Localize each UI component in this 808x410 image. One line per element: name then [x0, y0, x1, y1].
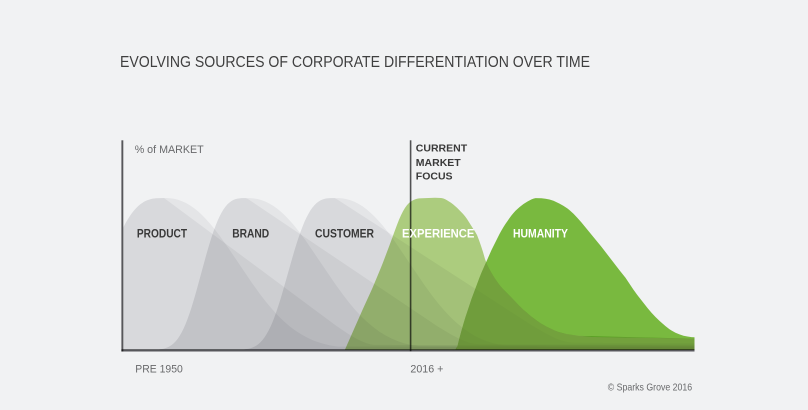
svg-text:EVOLVING SOURCES OF CORPORATE: EVOLVING SOURCES OF CORPORATE DIFFERENTI…: [120, 54, 590, 71]
svg-text:HUMANITY: HUMANITY: [513, 227, 568, 241]
svg-text:PRODUCT: PRODUCT: [137, 227, 188, 241]
svg-text:CUSTOMER: CUSTOMER: [315, 227, 374, 241]
svg-text:EXPERIENCE: EXPERIENCE: [402, 227, 474, 241]
svg-text:FOCUS: FOCUS: [416, 170, 453, 182]
svg-text:CURRENT: CURRENT: [416, 143, 468, 155]
svg-text:% of MARKET: % of MARKET: [135, 144, 204, 156]
svg-text:PRE 1950: PRE 1950: [135, 364, 183, 376]
svg-text:© Sparks Grove 2016: © Sparks Grove 2016: [608, 381, 693, 393]
svg-text:BRAND: BRAND: [232, 227, 269, 241]
svg-text:MARKET: MARKET: [416, 157, 461, 169]
svg-text:2016 +: 2016 +: [410, 364, 443, 376]
